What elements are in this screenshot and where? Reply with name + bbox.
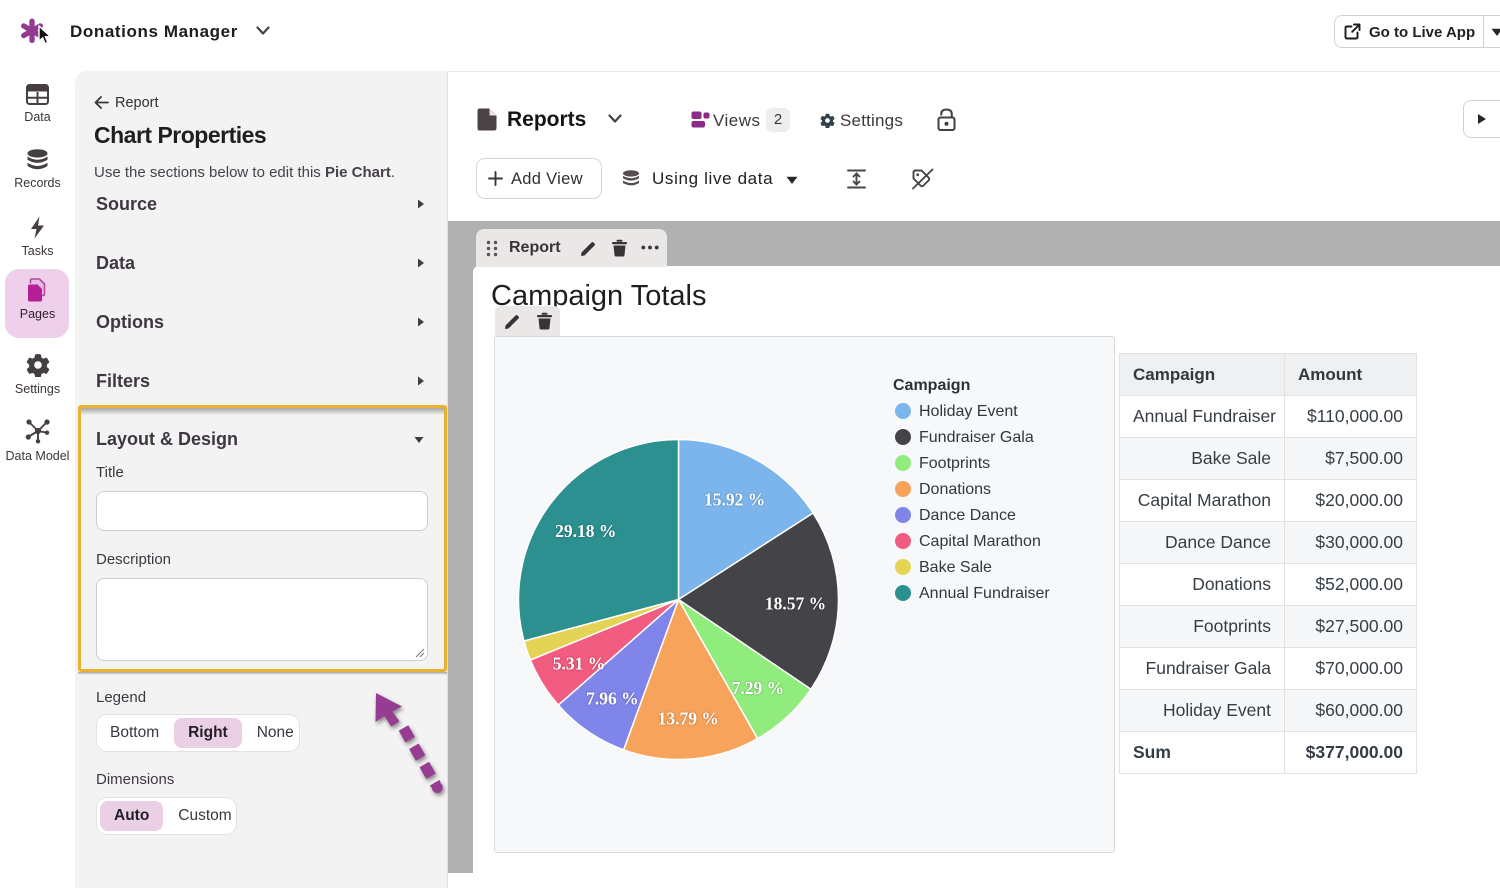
svg-text:7.96 %: 7.96 %: [586, 689, 639, 709]
svg-text:18.57 %: 18.57 %: [765, 594, 826, 614]
svg-text:15.92 %: 15.92 %: [704, 490, 765, 510]
svg-text:13.79 %: 13.79 %: [658, 709, 719, 729]
svg-text:5.31 %: 5.31 %: [553, 654, 606, 674]
svg-text:7.29 %: 7.29 %: [732, 678, 785, 698]
svg-text:29.18 %: 29.18 %: [555, 521, 616, 541]
